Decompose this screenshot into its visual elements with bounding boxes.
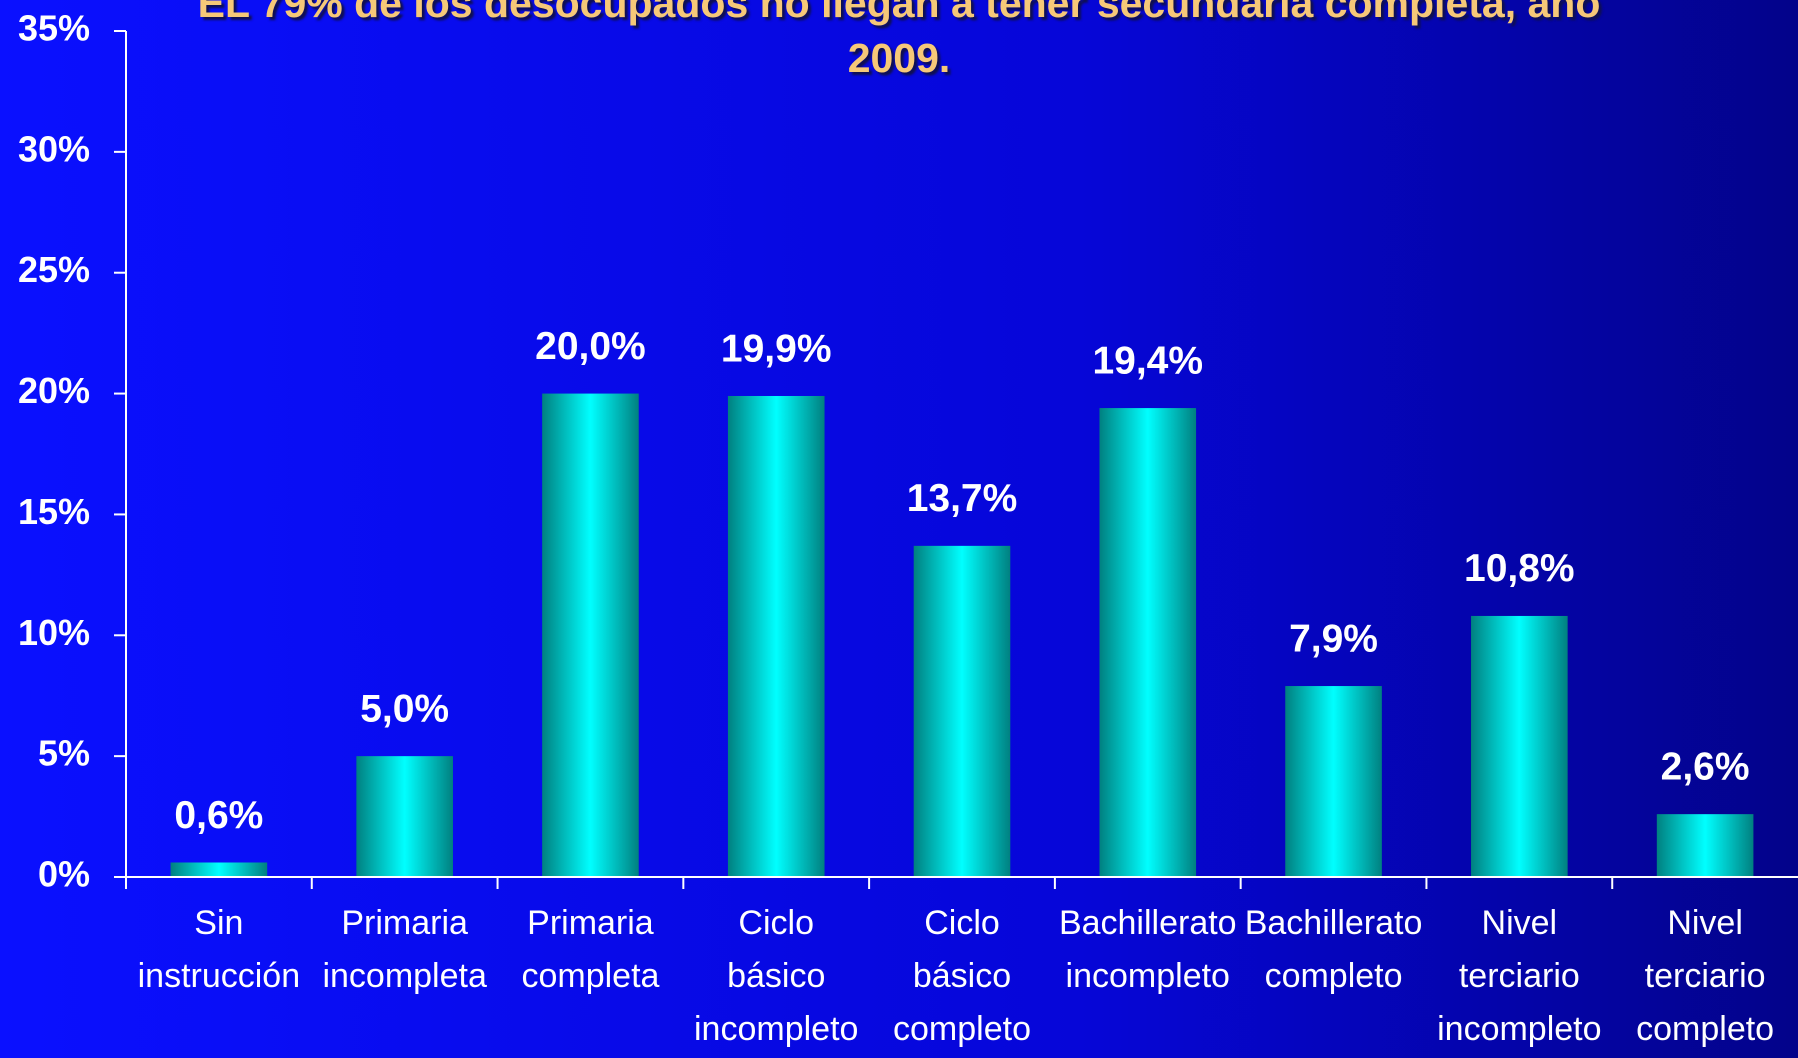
value-label: 5,0% — [360, 687, 449, 730]
value-label: 13,7% — [907, 477, 1018, 520]
x-tick-label: Nivel terciario completo — [1636, 904, 1775, 1048]
value-label: 10,8% — [1464, 547, 1575, 590]
value-label: 19,9% — [721, 327, 832, 370]
value-label: 19,4% — [1092, 339, 1203, 382]
chart-title: EL 79% de los desocupados no llegan a te… — [197, 0, 1601, 81]
x-tick-label: Bachillerato incompleto — [1058, 904, 1237, 995]
x-tick-label: Ciclo básico incompleto — [694, 904, 859, 1048]
bar — [356, 756, 453, 877]
x-tick-label: Sin instrucción — [137, 904, 301, 995]
value-label: 2,6% — [1661, 745, 1750, 788]
bar — [1099, 408, 1197, 877]
x-tick-label: Ciclo básico completo — [893, 904, 1031, 1048]
x-tick-label: Primaria completa — [521, 904, 660, 995]
y-tick-label: 35% — [18, 8, 90, 49]
y-tick-label: 20% — [18, 370, 90, 411]
value-label: 7,9% — [1289, 617, 1378, 660]
bar — [727, 395, 825, 877]
y-tick-label: 0% — [38, 854, 90, 895]
value-label: 20,0% — [535, 325, 646, 368]
bar — [170, 862, 268, 877]
bar — [1285, 686, 1382, 877]
bar — [913, 545, 1011, 877]
y-tick-label: 25% — [18, 249, 90, 290]
bar — [542, 393, 639, 877]
value-label: 0,6% — [174, 794, 263, 837]
y-tick-label: 5% — [38, 733, 90, 774]
y-tick-label: 30% — [18, 128, 90, 169]
x-tick-label: Nivel terciario incompleto — [1437, 904, 1602, 1048]
x-tick-label: Bachillerato completo — [1244, 904, 1423, 995]
y-tick-label: 10% — [18, 612, 90, 653]
bar — [1471, 615, 1568, 877]
bar — [1656, 814, 1754, 877]
y-tick-label: 15% — [18, 491, 90, 532]
x-tick-label: Primaria incompleta — [322, 904, 487, 995]
